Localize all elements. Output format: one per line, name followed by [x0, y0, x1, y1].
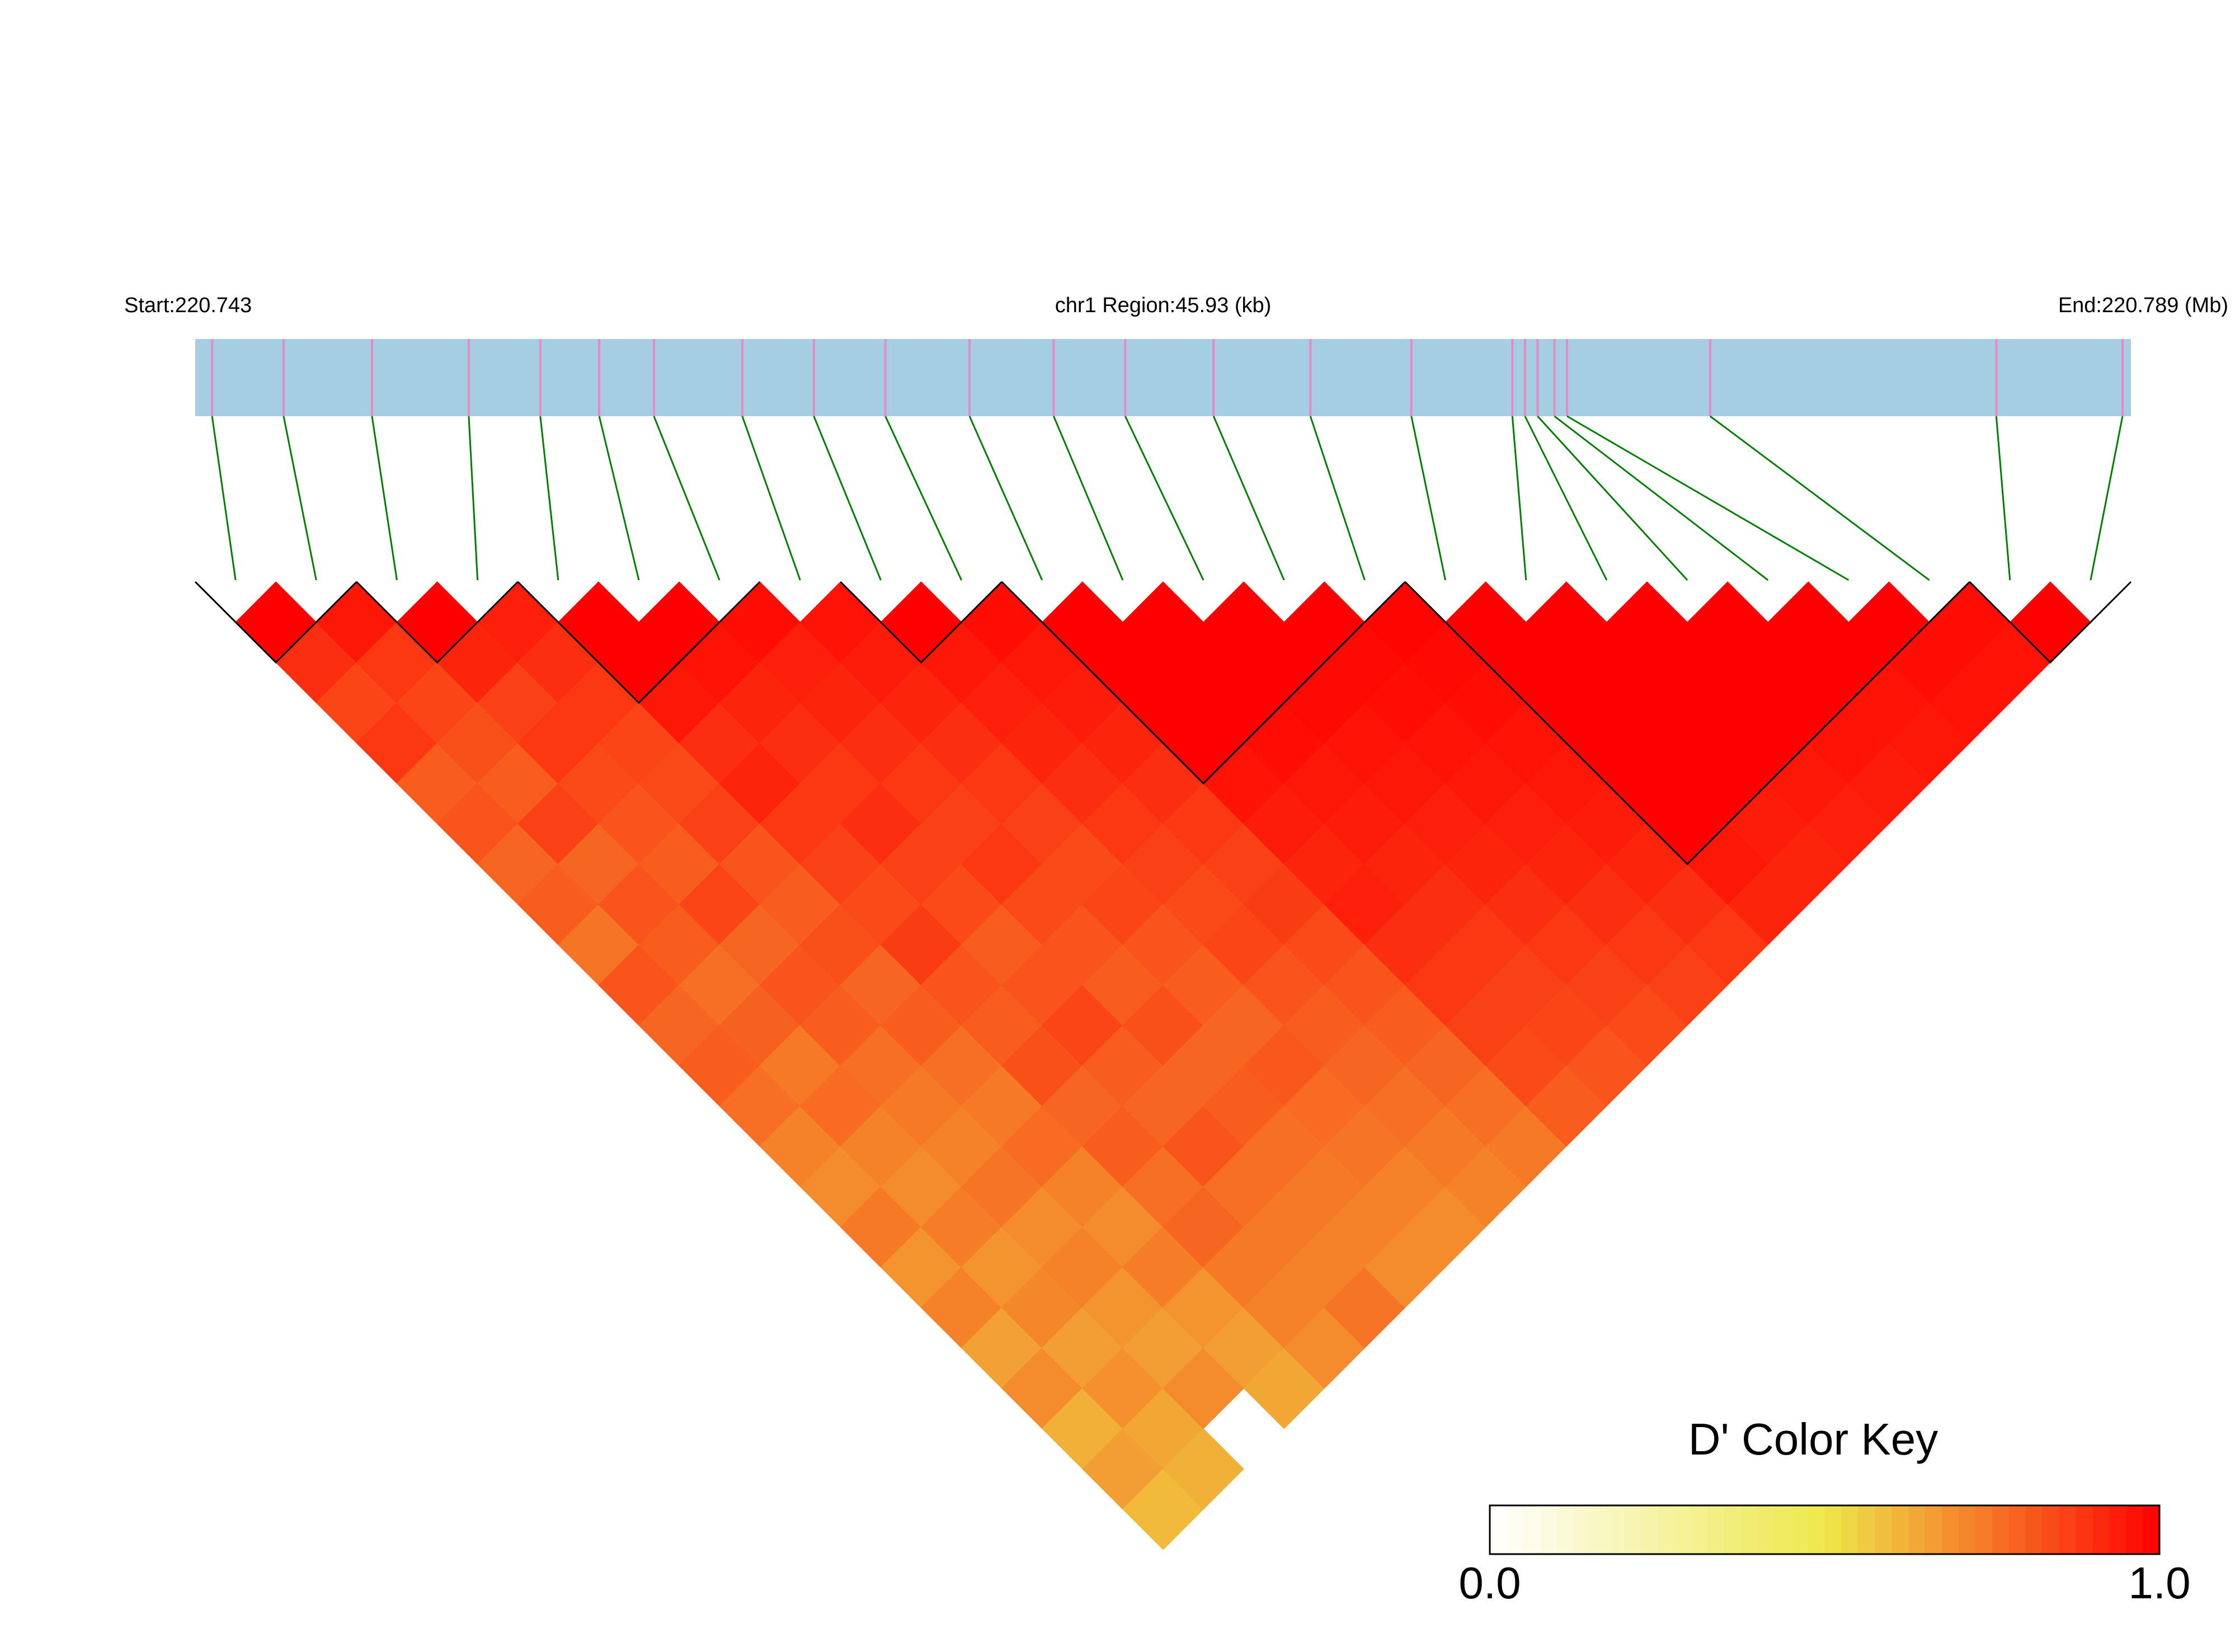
ld-block — [840, 581, 1003, 664]
color-key-step — [1925, 1505, 1942, 1554]
start-label: Start:220.743 — [124, 294, 252, 317]
snp-link — [1554, 415, 1769, 581]
snp-link — [884, 416, 962, 581]
color-key-step — [1757, 1505, 1775, 1554]
color-key-step — [1573, 1505, 1591, 1554]
color-key-step — [1540, 1505, 1558, 1554]
color-key-step — [2126, 1505, 2144, 1554]
snp-link — [468, 416, 479, 581]
color-key-step — [1657, 1505, 1675, 1554]
color-key-step — [1774, 1505, 1792, 1554]
color-key-tick-label: 0.0 — [1458, 1558, 1521, 1608]
color-key-step — [1490, 1505, 1507, 1554]
snp-link — [598, 416, 640, 581]
color-key-step — [2025, 1505, 2043, 1554]
color-key-step — [1740, 1505, 1758, 1554]
color-key-step — [1975, 1505, 1993, 1554]
color-key-step — [1791, 1505, 1809, 1554]
color-key-step — [1506, 1505, 1524, 1554]
color-key-step — [2008, 1505, 2026, 1554]
color-key-frame — [1489, 1504, 2161, 1555]
end-label: End:220.789 (Mb) — [2058, 294, 2228, 317]
snp-link — [371, 416, 398, 581]
color-key-step — [2042, 1505, 2060, 1554]
snp-link — [741, 416, 801, 581]
ld-block — [517, 581, 761, 704]
color-key-step — [1556, 1505, 1574, 1554]
color-key-step — [1808, 1505, 1825, 1554]
color-key-step — [2092, 1505, 2110, 1554]
color-key-step — [1858, 1505, 1876, 1554]
snp-link — [283, 416, 317, 581]
ld-block — [1969, 581, 2132, 664]
snp-link — [539, 416, 559, 581]
gene-bar — [195, 339, 2131, 416]
snp-link — [1511, 416, 1527, 581]
color-key-step — [1841, 1505, 1859, 1554]
ld-block — [1001, 581, 1406, 785]
snp-link — [1566, 415, 1850, 581]
color-key-step — [1590, 1505, 1608, 1554]
color-key-step — [1707, 1505, 1725, 1554]
snp-link — [1124, 416, 1204, 581]
snp-link — [813, 416, 882, 581]
color-key-tick-label: 1.0 — [2128, 1558, 2190, 1608]
color-key-step — [1624, 1505, 1641, 1554]
color-key-step — [1908, 1505, 1926, 1554]
color-key-step — [2109, 1505, 2127, 1554]
snp-link — [1537, 415, 1688, 581]
snp-link — [1524, 416, 1608, 581]
ld-block — [356, 581, 519, 664]
color-key-step — [2076, 1505, 2093, 1554]
snp-link — [2090, 416, 2124, 581]
snp-link — [1212, 416, 1285, 581]
color-key-step — [1523, 1505, 1541, 1554]
snp-link — [1053, 416, 1124, 581]
color-key-title: D' Color Key — [1688, 1414, 1938, 1464]
snp-link — [1709, 415, 1930, 581]
snp-link — [968, 416, 1043, 581]
color-key-step — [1875, 1505, 1893, 1554]
color-key-step — [1607, 1505, 1625, 1554]
ld-block — [1404, 581, 1970, 865]
color-key-step — [1891, 1505, 1909, 1554]
snp-link — [1995, 416, 2011, 581]
color-key-step — [1691, 1505, 1709, 1554]
color-key-step — [2143, 1505, 2160, 1554]
color-key-step — [1992, 1505, 2010, 1554]
snp-link — [653, 416, 721, 581]
snp-link — [211, 416, 237, 581]
color-key-step — [1724, 1505, 1742, 1554]
region-label: chr1 Region:45.93 (kb) — [1055, 294, 1272, 317]
color-key-step — [1674, 1505, 1692, 1554]
snp-link — [1410, 416, 1447, 581]
color-key-step — [1958, 1505, 1976, 1554]
color-key-step — [2059, 1505, 2077, 1554]
snp-link — [1309, 416, 1366, 581]
color-key-step — [1941, 1505, 1959, 1554]
ld-cell — [1163, 1428, 1244, 1510]
color-key-step — [1824, 1505, 1842, 1554]
color-key-step — [1640, 1505, 1658, 1554]
ld-block — [194, 581, 357, 664]
